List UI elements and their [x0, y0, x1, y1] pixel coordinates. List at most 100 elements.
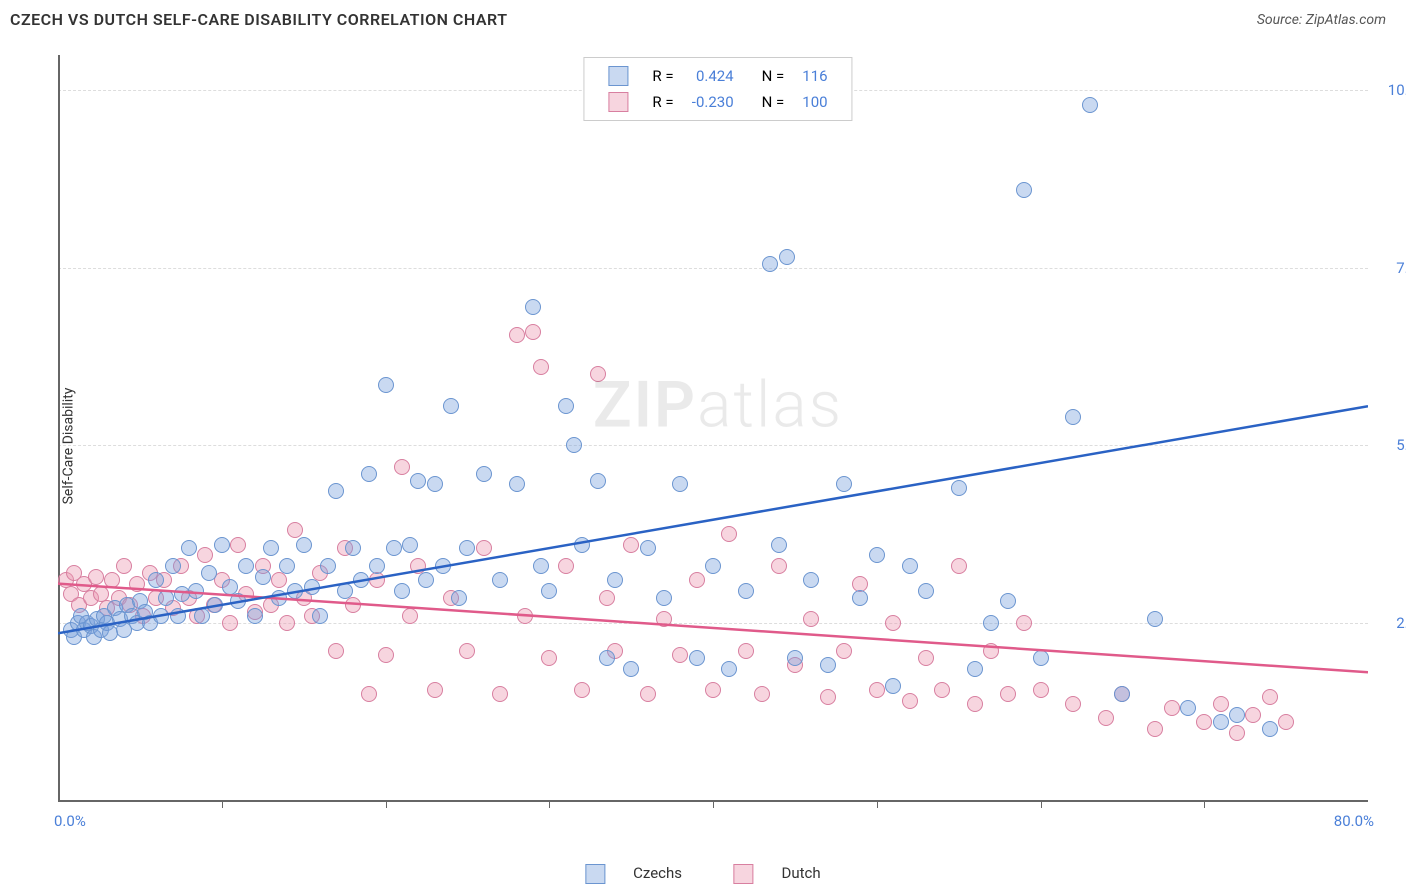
point-dutch: [525, 324, 541, 340]
point-dutch: [1278, 714, 1294, 730]
point-czechs: [803, 572, 819, 588]
point-czechs: [361, 466, 377, 482]
point-czechs: [238, 558, 254, 574]
point-czechs: [369, 558, 385, 574]
point-czechs: [779, 249, 795, 265]
point-czechs: [418, 572, 434, 588]
point-czechs: [1180, 700, 1196, 716]
point-dutch: [574, 682, 590, 698]
point-dutch: [394, 459, 410, 475]
point-czechs: [762, 256, 778, 272]
point-czechs: [1065, 409, 1081, 425]
point-dutch: [902, 693, 918, 709]
grid-line: [58, 268, 1368, 269]
point-dutch: [1065, 696, 1081, 712]
legend-label-dutch: Dutch: [781, 864, 820, 882]
point-czechs: [640, 540, 656, 556]
point-dutch: [197, 547, 213, 563]
point-czechs: [181, 540, 197, 556]
point-dutch: [640, 686, 656, 702]
point-czechs: [337, 583, 353, 599]
point-czechs: [525, 299, 541, 315]
x-tick: [386, 800, 387, 808]
point-dutch: [672, 647, 688, 663]
point-dutch: [803, 611, 819, 627]
point-dutch: [918, 650, 934, 666]
point-czechs: [852, 590, 868, 606]
point-czechs: [902, 558, 918, 574]
point-czechs: [689, 650, 705, 666]
legend-item-dutch: Dutch: [722, 864, 833, 882]
legend-correlation: R = 0.424 N = 116 R = -0.230 N = 100: [583, 57, 852, 121]
point-czechs: [435, 558, 451, 574]
point-dutch: [820, 689, 836, 705]
point-czechs: [983, 615, 999, 631]
point-dutch: [721, 526, 737, 542]
point-czechs: [705, 558, 721, 574]
point-dutch: [361, 686, 377, 702]
point-czechs: [194, 608, 210, 624]
point-czechs: [402, 537, 418, 553]
label-n: N =: [744, 90, 793, 114]
point-czechs: [1262, 721, 1278, 737]
grid-line: [58, 445, 1368, 446]
point-czechs: [738, 583, 754, 599]
point-czechs: [255, 569, 271, 585]
swatch-dutch-icon: [608, 92, 628, 112]
point-czechs: [533, 558, 549, 574]
swatch-czechs-icon: [608, 66, 628, 86]
point-dutch: [1098, 710, 1114, 726]
point-czechs: [263, 540, 279, 556]
label-n: N =: [744, 64, 793, 88]
point-czechs: [386, 540, 402, 556]
legend-label-czechs: Czechs: [633, 864, 682, 882]
point-czechs: [541, 583, 557, 599]
swatch-czechs-icon: [585, 864, 605, 884]
point-dutch: [836, 643, 852, 659]
point-czechs: [279, 558, 295, 574]
point-czechs: [623, 661, 639, 677]
point-czechs: [287, 583, 303, 599]
point-czechs: [443, 398, 459, 414]
source-text: Source: ZipAtlas.com: [1257, 12, 1386, 28]
point-dutch: [705, 682, 721, 698]
point-dutch: [934, 682, 950, 698]
y-axis-line: [58, 55, 60, 800]
point-czechs: [509, 476, 525, 492]
point-dutch: [1245, 707, 1261, 723]
point-czechs: [304, 579, 320, 595]
point-czechs: [771, 537, 787, 553]
point-dutch: [533, 359, 549, 375]
point-dutch: [476, 540, 492, 556]
point-dutch: [599, 590, 615, 606]
point-dutch: [1196, 714, 1212, 730]
point-dutch: [369, 572, 385, 588]
legend-series: Czechs Dutch: [561, 864, 844, 884]
point-czechs: [492, 572, 508, 588]
point-czechs: [574, 537, 590, 553]
label-r: R =: [644, 90, 681, 114]
y-tick-label: 10.0%: [1388, 81, 1406, 99]
point-czechs: [1147, 611, 1163, 627]
point-dutch: [1016, 615, 1032, 631]
point-dutch: [378, 647, 394, 663]
chart-title: CZECH VS DUTCH SELF-CARE DISABILITY CORR…: [10, 10, 508, 29]
point-czechs: [1114, 686, 1130, 702]
point-dutch: [1213, 696, 1229, 712]
point-czechs: [1229, 707, 1245, 723]
point-czechs: [918, 583, 934, 599]
point-dutch: [771, 558, 787, 574]
point-dutch: [1229, 725, 1245, 741]
point-dutch: [104, 572, 120, 588]
point-dutch: [345, 597, 361, 613]
point-dutch: [328, 643, 344, 659]
point-czechs: [320, 558, 336, 574]
value-r-dutch: -0.230: [684, 90, 742, 114]
point-czechs: [656, 590, 672, 606]
x-tick: [713, 800, 714, 808]
point-czechs: [328, 483, 344, 499]
point-czechs: [869, 547, 885, 563]
point-dutch: [541, 650, 557, 666]
point-dutch: [738, 643, 754, 659]
point-dutch: [967, 696, 983, 712]
